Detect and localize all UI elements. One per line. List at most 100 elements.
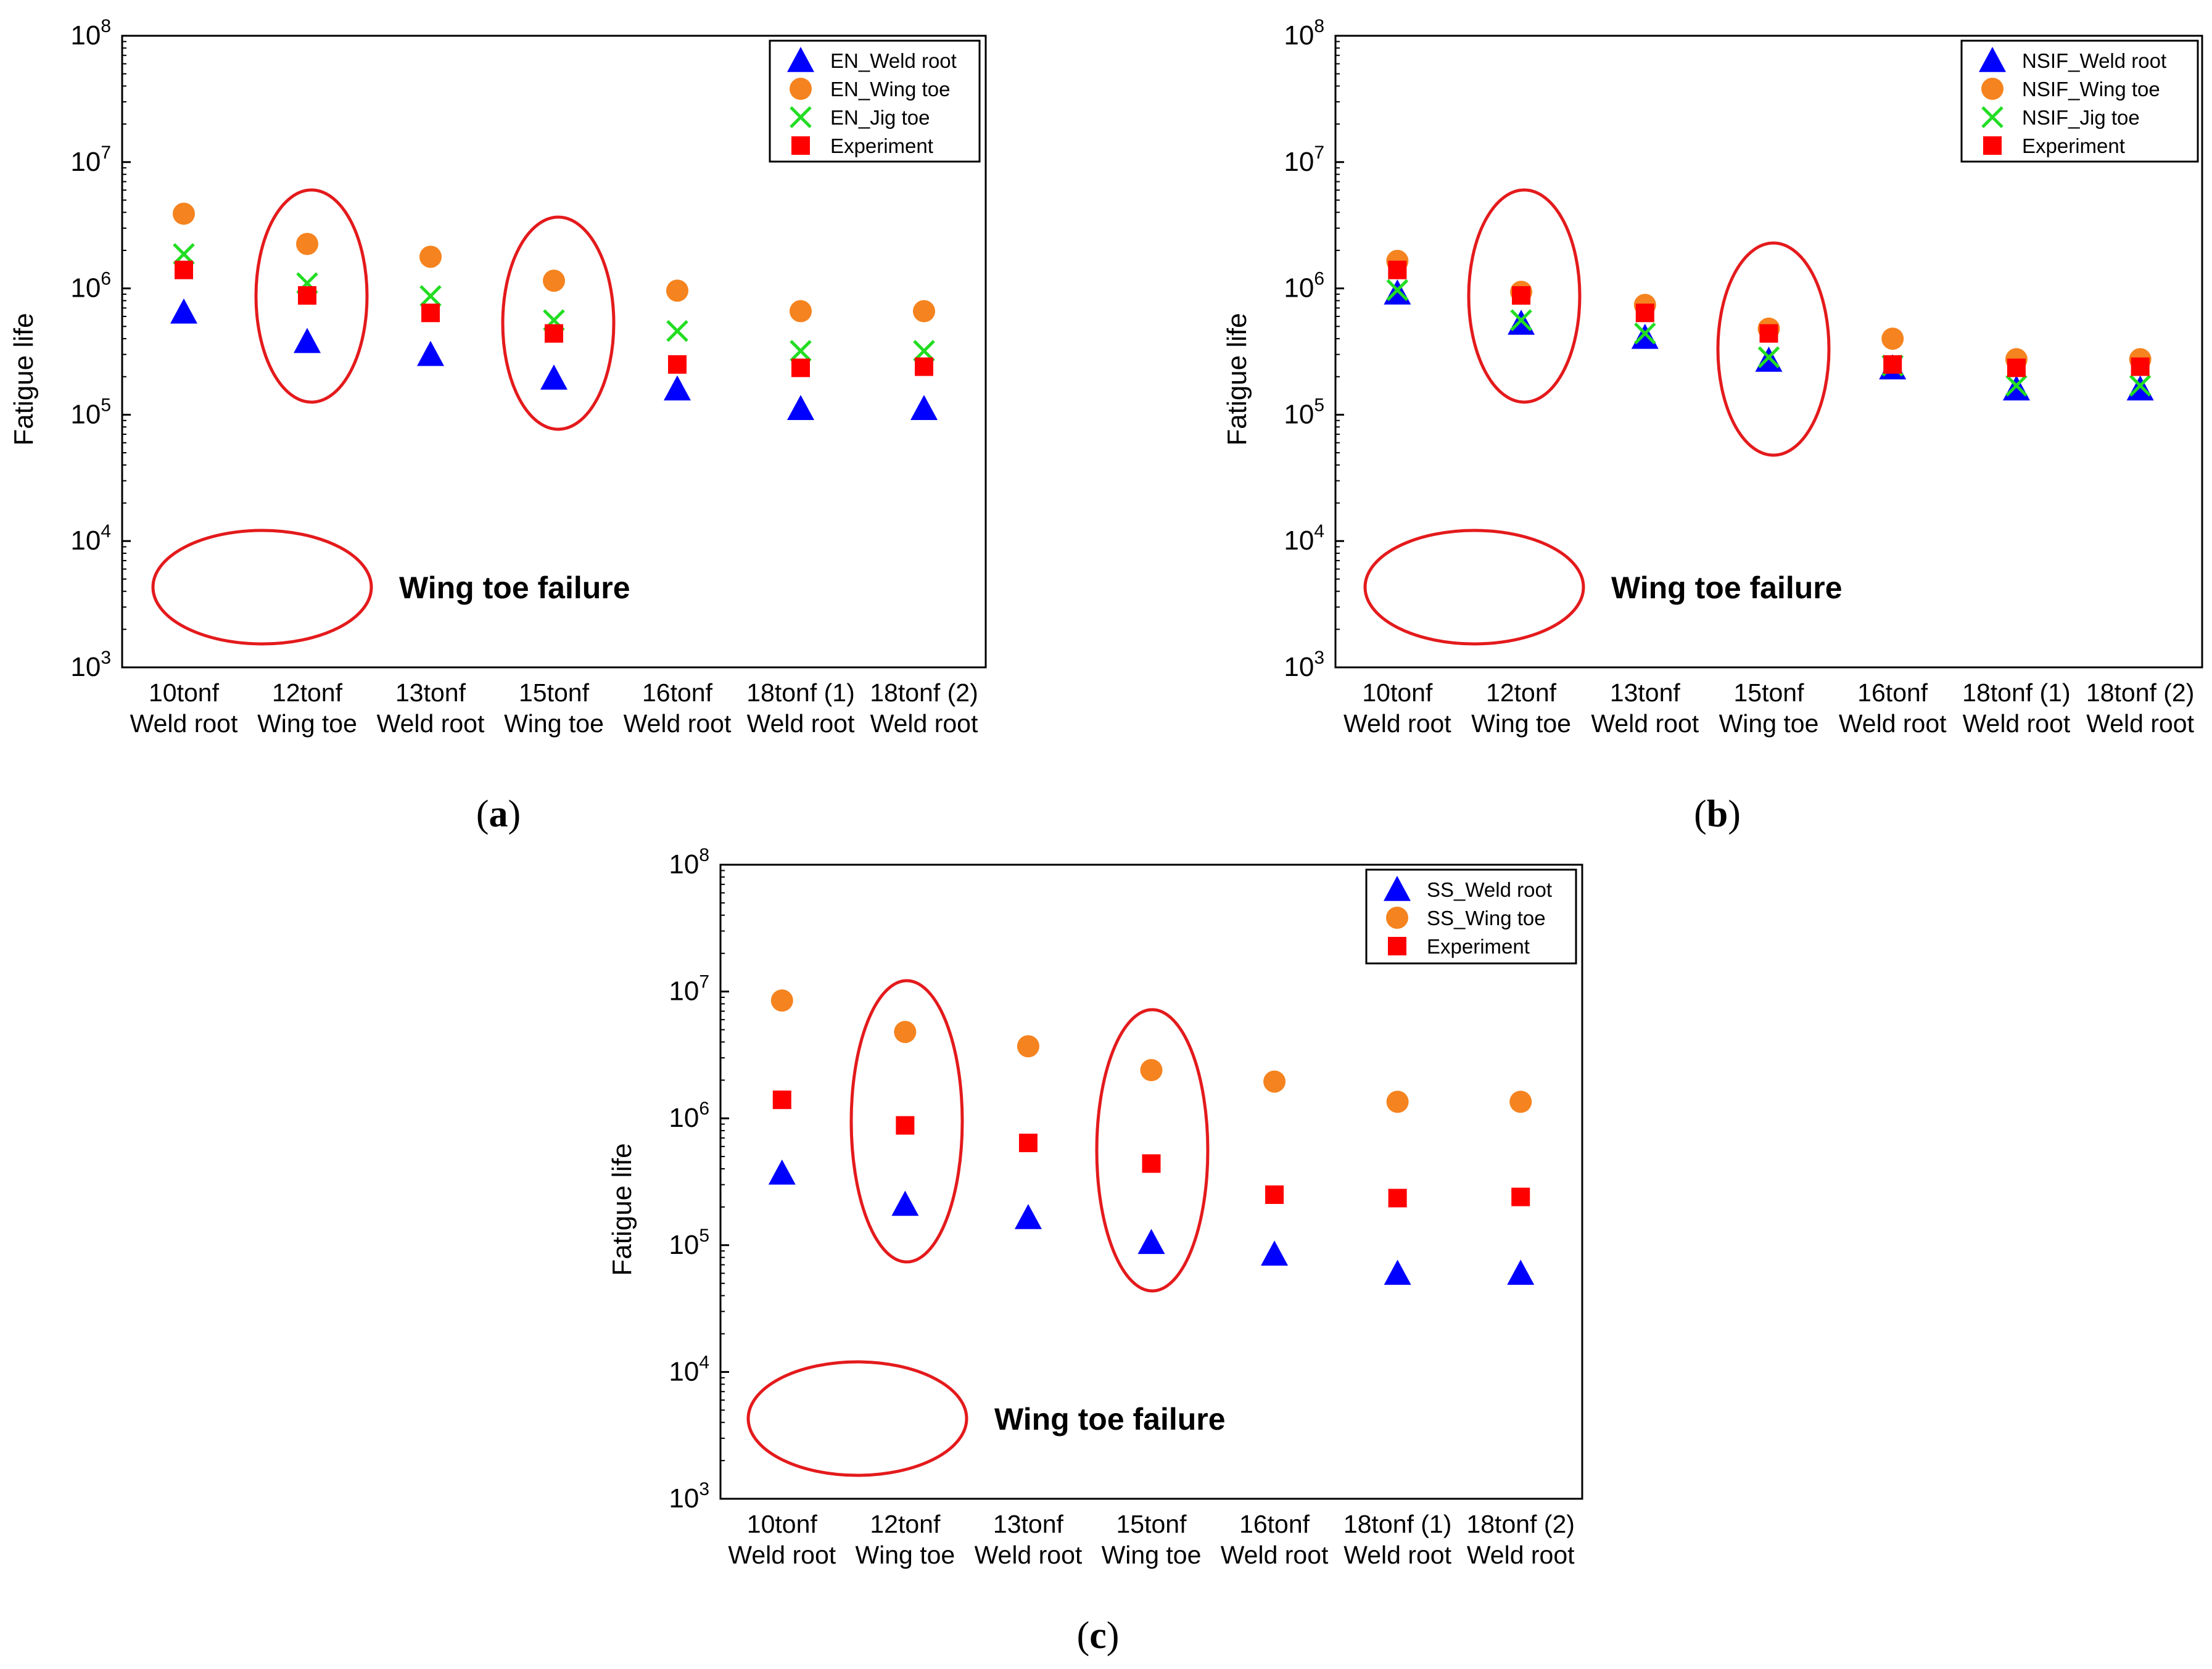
data-point-square: [1759, 324, 1778, 343]
y-tick-label: 105: [1284, 395, 1324, 429]
x-tick-label: Wing toe: [504, 709, 604, 738]
data-point-circle: [894, 1021, 917, 1044]
x-tick-label: 10tonf: [747, 1510, 818, 1538]
annotation-ellipse: [1363, 529, 1585, 646]
data-point-circle: [1140, 1059, 1163, 1082]
legend-label: NSIF_Weld root: [2022, 49, 2166, 72]
data-point-square: [1018, 1134, 1038, 1153]
data-point-triangle: [1014, 1204, 1042, 1229]
plot-area-frame: [719, 863, 1583, 1500]
x-tick-label: Weld root: [130, 709, 238, 738]
data-point-cross: [1386, 279, 1409, 302]
data-point-triangle: [1261, 1240, 1289, 1266]
x-tick-label: 15tonf: [1734, 678, 1805, 707]
data-point-circle: [419, 245, 442, 268]
data-point-square: [1142, 1154, 1161, 1173]
legend-label: SS_Wing toe: [1427, 907, 1546, 929]
data-point-circle: [1263, 1070, 1286, 1093]
annotation-text: Wing toe failure: [1611, 571, 1843, 605]
data-point-triangle: [787, 395, 814, 421]
data-point-triangle: [2126, 375, 2154, 401]
highlight-ellipse: [1716, 241, 1831, 457]
data-point-square: [915, 357, 933, 376]
highlight-ellipse: [501, 215, 616, 431]
x-tick-label: 18tonf (1): [746, 678, 855, 707]
legend-marker-square: [1983, 136, 2002, 155]
x-tick-label: 12tonf: [1486, 678, 1557, 707]
data-point-cross: [1634, 322, 1656, 345]
data-point-square: [1388, 260, 1407, 279]
data-point-square: [545, 324, 563, 343]
x-tick-label: 13tonf: [1610, 678, 1681, 707]
legend-label: EN_Weld root: [830, 49, 957, 72]
x-tick-label: 13tonf: [993, 1510, 1064, 1538]
y-tick-label: 105: [669, 1226, 709, 1260]
x-tick-label: 10tonf: [149, 678, 220, 707]
data-point-triangle: [891, 1190, 919, 1216]
x-tick-label: Weld root: [2086, 709, 2194, 738]
x-tick-label: Weld root: [1963, 709, 2071, 738]
x-tick-label: 12tonf: [870, 1510, 941, 1538]
data-point-square: [1512, 286, 1531, 305]
annotation-text: Wing toe failure: [399, 571, 630, 605]
x-tick-label: 12tonf: [272, 678, 343, 707]
data-point-circle: [1509, 1090, 1532, 1113]
legend-label: NSIF_Jig toe: [2022, 106, 2140, 129]
legend-marker-triangle: [787, 47, 814, 72]
x-tick-label: Weld root: [747, 709, 855, 738]
data-point-square: [2007, 358, 2026, 377]
x-tick-label: Weld root: [1343, 709, 1451, 738]
data-point-triangle: [2002, 375, 2030, 401]
y-axis-label: Fatigue life: [9, 313, 39, 445]
data-point-circle: [296, 233, 318, 255]
legend-label: SS_Weld root: [1427, 878, 1552, 901]
data-point-cross: [2005, 374, 2028, 397]
x-tick-label: 18tonf (1): [1343, 1510, 1452, 1538]
highlight-ellipse: [1467, 188, 1582, 404]
x-tick-label: 18tonf (2): [1466, 1510, 1575, 1538]
data-point-circle: [790, 300, 812, 323]
y-tick-label: 103: [669, 1479, 709, 1514]
x-tick-label: Weld root: [1591, 709, 1699, 738]
panel-caption: (b): [1694, 793, 1741, 835]
x-tick-label: Weld root: [870, 709, 978, 738]
data-point-circle: [1881, 328, 1904, 350]
data-point-triangle: [1631, 323, 1659, 349]
plot-area-frame: [1334, 35, 2203, 669]
x-tick-label: Wing toe: [1102, 1541, 1202, 1569]
data-point-cross: [1757, 346, 1780, 369]
data-point-cross: [2129, 374, 2152, 397]
x-tick-label: 18tonf (2): [2086, 678, 2195, 707]
y-tick-label: 104: [70, 521, 111, 556]
y-tick-label: 107: [669, 972, 709, 1007]
data-point-circle: [666, 279, 688, 302]
x-tick-label: Weld root: [1839, 709, 1947, 738]
y-tick-label: 106: [70, 269, 111, 303]
x-tick-label: Weld root: [1343, 1541, 1451, 1569]
data-point-square: [772, 1090, 791, 1110]
data-point-square: [668, 355, 687, 374]
legend-label: NSIF_Wing toe: [2022, 78, 2160, 101]
data-point-square: [1511, 1187, 1530, 1206]
y-tick-label: 107: [70, 142, 111, 177]
legend-marker-square: [791, 136, 810, 155]
data-point-triangle: [768, 1159, 796, 1185]
x-tick-label: Weld root: [1221, 1541, 1329, 1569]
data-point-triangle: [1137, 1229, 1165, 1255]
y-tick-label: 107: [1284, 142, 1324, 177]
x-tick-label: Weld root: [377, 709, 485, 738]
legend-marker-square: [1388, 937, 1406, 955]
x-tick-label: 16tonf: [642, 678, 713, 707]
y-tick-label: 105: [70, 395, 111, 429]
highlight-ellipse: [254, 188, 369, 404]
legend-marker-triangle: [1979, 47, 2006, 72]
data-point-triangle: [417, 340, 444, 366]
x-tick-label: 10tonf: [1362, 678, 1433, 707]
legend-marker-circle: [1386, 907, 1408, 929]
x-tick-label: 18tonf (2): [870, 678, 978, 707]
data-point-triangle: [910, 395, 938, 421]
data-point-triangle: [540, 365, 567, 390]
data-point-square: [896, 1116, 915, 1135]
